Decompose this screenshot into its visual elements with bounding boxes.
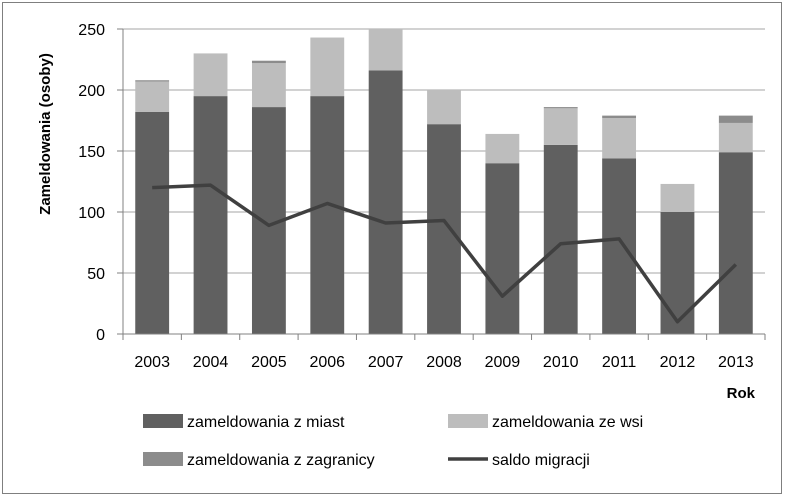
stacked-bar-line-chart: 0 50 100 150 200 250 2003 2004 2005 2006 2007 2008 2… (37, 22, 766, 469)
legend-label: zameldowania z zagranicy (187, 452, 375, 469)
bar-segment (427, 124, 461, 334)
bar-segment (368, 70, 403, 334)
bar-segment (543, 144, 578, 334)
legend-label: zameldowania ze wsi (492, 414, 643, 431)
bar-segment (660, 212, 695, 334)
y-tick-label: 250 (78, 22, 105, 39)
y-tick-label: 50 (87, 266, 105, 283)
legend-label: saldo migracji (492, 452, 590, 469)
bar-segment (718, 115, 753, 123)
bar-segment (251, 63, 286, 108)
x-axis-label: Rok (727, 385, 756, 402)
bar-segment (193, 53, 228, 97)
bar-segment (251, 60, 286, 64)
bar-segment (135, 80, 170, 82)
x-tick-label: 2013 (718, 354, 754, 371)
legend-entry: zameldowania z zagranicy (143, 452, 375, 469)
legend-label: zameldowania z miast (187, 414, 345, 431)
x-tick-label: 2006 (309, 354, 345, 371)
legend-swatch (143, 452, 183, 466)
x-tick-label: 2012 (660, 354, 696, 371)
x-tick-label: 2007 (368, 354, 404, 371)
y-tick-label: 150 (78, 144, 105, 161)
bar-segment (310, 96, 345, 334)
y-axis-label: Zameldowania (osoby) (37, 53, 54, 215)
legend-entry: saldo migracji (448, 452, 590, 469)
x-tick-label: 2003 (134, 354, 170, 371)
legend-swatch (143, 414, 183, 428)
bar-segment (310, 37, 345, 97)
bar-segment (368, 29, 403, 71)
bar-segment (718, 122, 753, 153)
y-tick-label: 0 (96, 327, 105, 344)
y-tick-label: 100 (78, 205, 105, 222)
x-tick-label: 2005 (251, 354, 287, 371)
legend-swatch (448, 414, 488, 428)
x-tick-label: 2009 (485, 354, 521, 371)
bar-segment (660, 183, 695, 212)
bar-segment (485, 133, 520, 164)
bar-segment (602, 118, 637, 159)
x-tick-label: 2010 (543, 354, 579, 371)
bar-segment (135, 81, 170, 112)
legend-entry: zameldowania ze wsi (448, 414, 643, 431)
bar-segment (485, 163, 520, 334)
legend-entry: zameldowania z miast (143, 414, 345, 431)
y-tick-label: 200 (78, 83, 105, 100)
series-line (152, 183, 738, 324)
bar-segment (135, 111, 170, 335)
bar-segment (193, 96, 228, 334)
bar-segment (427, 90, 461, 125)
bar-segment (543, 107, 578, 109)
x-tick-label: 2008 (426, 354, 462, 371)
x-tick-label: 2011 (602, 354, 637, 371)
bar-segment (543, 108, 578, 145)
bar-segment (718, 152, 753, 334)
bar-segment (602, 115, 637, 119)
x-tick-label: 2004 (193, 354, 229, 371)
bar-segment (602, 158, 637, 334)
